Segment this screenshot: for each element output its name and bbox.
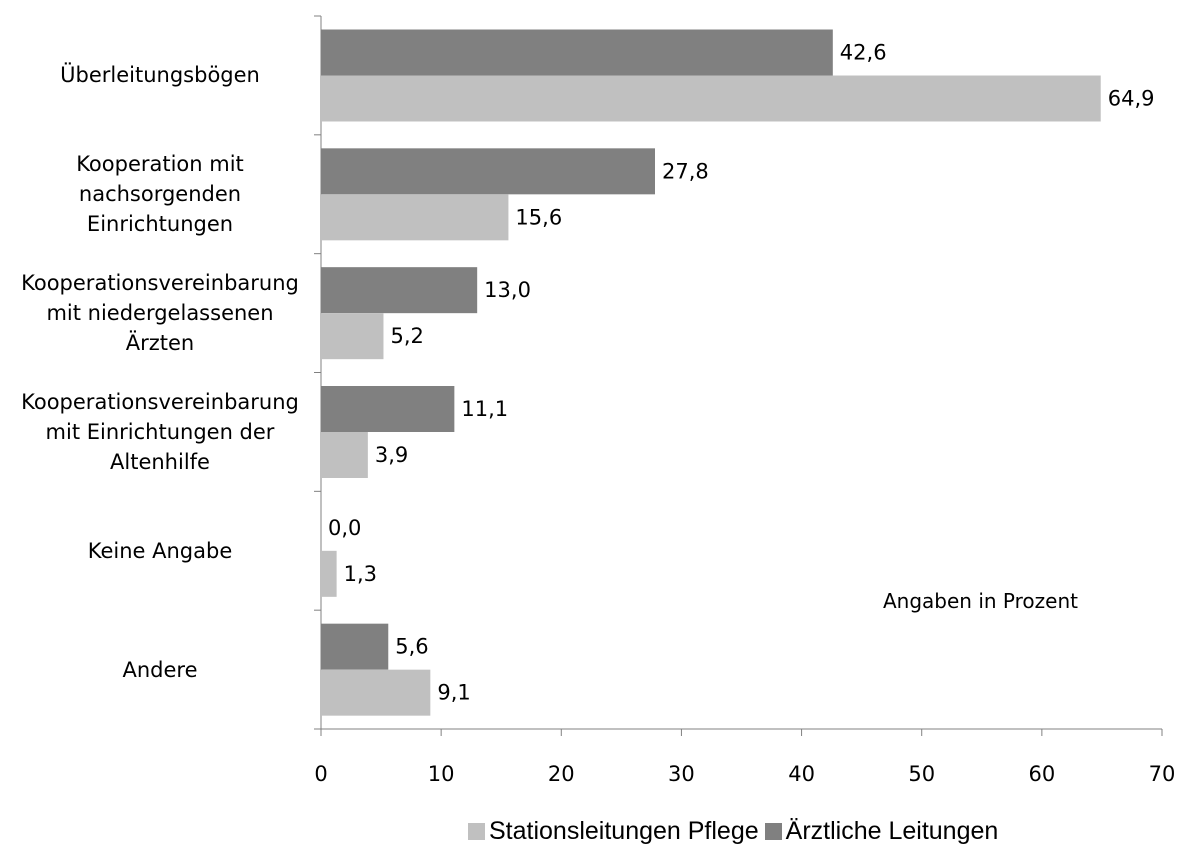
bar-aerztliche bbox=[321, 29, 833, 76]
bar-stationsleitungen bbox=[321, 75, 1101, 122]
category-label-line: Ärzten bbox=[125, 331, 195, 356]
bar-stationsleitungen bbox=[321, 550, 337, 597]
x-tick-label: 10 bbox=[428, 762, 455, 786]
bar-stationsleitungen bbox=[321, 313, 384, 360]
category-label: Kooperationsvereinbarung mit niedergelass… bbox=[10, 268, 310, 358]
value-label-stationsleitungen: 5,2 bbox=[390, 324, 423, 348]
category-label-line: Überleitungsbögen bbox=[60, 63, 260, 88]
x-tick-label: 20 bbox=[548, 762, 575, 786]
legend-item-stationsleitungen: Stationsleitungen Pflege bbox=[468, 817, 759, 846]
category-label-line: nachsorgenden bbox=[78, 182, 242, 207]
value-label-stationsleitungen: 3,9 bbox=[375, 443, 408, 467]
bar-aerztliche bbox=[321, 623, 389, 670]
legend-label-stationsleitungen: Stationsleitungen Pflege bbox=[489, 817, 759, 845]
category-label: Überleitungsbögen bbox=[10, 60, 310, 90]
value-label-aerztliche: 0,0 bbox=[328, 516, 361, 540]
value-label-stationsleitungen: 64,9 bbox=[1108, 87, 1155, 111]
bar-stationsleitungen bbox=[321, 432, 368, 478]
bar-aerztliche bbox=[321, 148, 655, 195]
bar-aerztliche bbox=[321, 386, 455, 432]
x-tick-label: 50 bbox=[908, 762, 935, 786]
bar-stationsleitungen bbox=[321, 669, 431, 716]
value-label-stationsleitungen: 9,1 bbox=[437, 681, 470, 705]
chart-annotation: Angaben in Prozent bbox=[883, 589, 1078, 613]
x-tick-label: 60 bbox=[1028, 762, 1055, 786]
x-tick-label: 40 bbox=[788, 762, 815, 786]
category-label-line: Altenhilfe bbox=[110, 449, 210, 474]
category-label-line: mit Einrichtungen der bbox=[45, 419, 275, 444]
category-label: Andere bbox=[10, 655, 310, 685]
legend-swatch-stationsleitungen bbox=[468, 823, 485, 840]
legend: Stationsleitungen Pflege Ärztliche Leitu… bbox=[468, 817, 1004, 846]
category-label: Kooperation mit nachsorgenden Einrichtunge… bbox=[10, 149, 310, 239]
value-label-aerztliche: 13,0 bbox=[484, 278, 531, 302]
category-label-line: Andere bbox=[122, 657, 198, 682]
value-label-aerztliche: 5,6 bbox=[395, 635, 428, 659]
bar-aerztliche bbox=[321, 267, 478, 314]
category-label-line: Kooperation mit bbox=[76, 152, 244, 177]
legend-label-aerztliche: Ärztliche Leitungen bbox=[785, 817, 999, 845]
category-label: Keine Angabe bbox=[10, 536, 310, 566]
value-label-stationsleitungen: 1,3 bbox=[344, 562, 377, 586]
category-label: Kooperationsvereinbarung mit Einrichtunge… bbox=[10, 387, 310, 477]
category-label-line: Kooperationsvereinbarung bbox=[21, 271, 299, 296]
value-label-aerztliche: 42,6 bbox=[840, 41, 887, 65]
x-tick-label: 0 bbox=[314, 762, 327, 786]
category-label-line: Kooperationsvereinbarung bbox=[21, 389, 299, 414]
category-label-line: Keine Angabe bbox=[87, 538, 233, 563]
value-label-aerztliche: 27,8 bbox=[662, 159, 709, 183]
category-label-line: mit niedergelassenen bbox=[46, 301, 274, 326]
x-tick-label: 30 bbox=[668, 762, 695, 786]
legend-swatch-aerztliche bbox=[764, 823, 782, 840]
value-label-aerztliche: 11,1 bbox=[461, 397, 508, 421]
value-label-stationsleitungen: 15,6 bbox=[515, 205, 562, 229]
category-label-line: Einrichtungen bbox=[86, 212, 234, 237]
legend-item-aerztliche: Ärztliche Leitungen bbox=[764, 817, 999, 846]
x-tick-label: 70 bbox=[1149, 762, 1176, 786]
bar-stationsleitungen bbox=[321, 194, 509, 241]
